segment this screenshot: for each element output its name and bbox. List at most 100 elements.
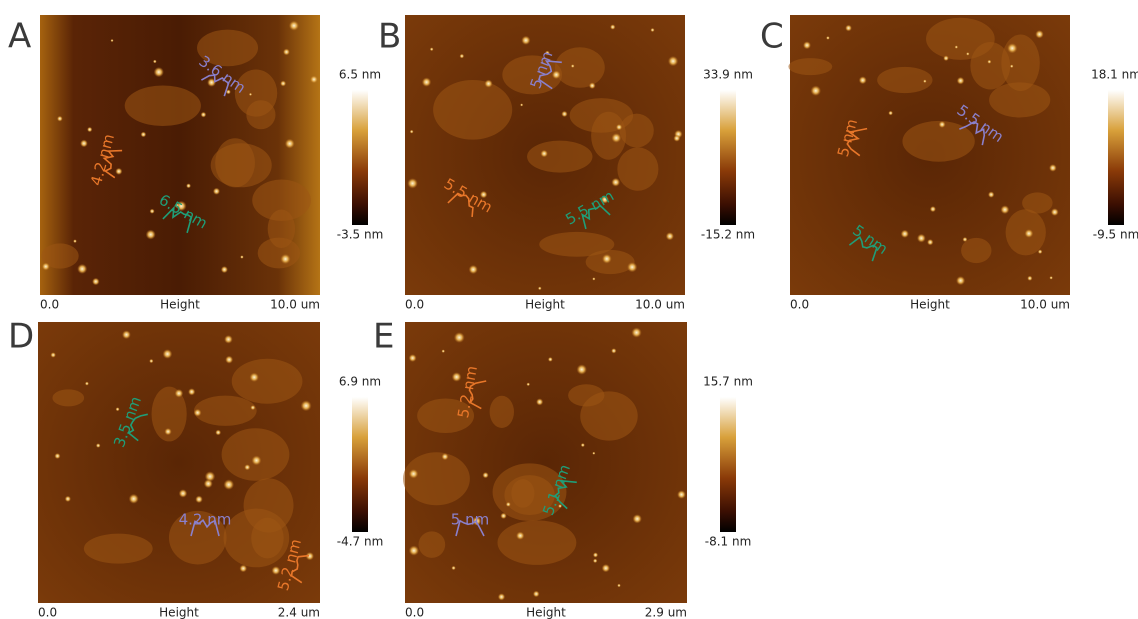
particle: [987, 60, 991, 64]
particle: [1000, 205, 1009, 214]
colorbar-max: 6.5 nm: [339, 68, 381, 82]
particle: [54, 453, 60, 459]
particle: [92, 278, 100, 286]
particle: [1010, 64, 1014, 68]
particle: [627, 262, 637, 272]
particle: [221, 266, 228, 273]
panel-label: E: [373, 317, 394, 357]
axis-title: Height: [910, 298, 950, 312]
axis-title: Height: [526, 606, 566, 619]
particle: [310, 75, 318, 83]
flake: [555, 47, 605, 88]
particle: [589, 82, 596, 89]
particle: [561, 111, 567, 117]
panel-label: D: [8, 317, 34, 357]
particle: [526, 383, 530, 387]
particle: [957, 77, 965, 85]
particle: [175, 389, 184, 398]
axis-start: 0.0: [405, 298, 424, 312]
axis-end: 10.0 um: [1020, 298, 1070, 312]
particle: [482, 472, 488, 478]
particle: [1007, 43, 1017, 53]
axis-title: Height: [525, 298, 565, 312]
particle: [129, 494, 139, 504]
flake: [617, 147, 658, 190]
colorbar: [720, 90, 736, 225]
particle: [469, 265, 478, 274]
particle: [520, 103, 523, 106]
flake: [490, 396, 514, 428]
flake: [222, 428, 290, 480]
particle: [540, 150, 548, 158]
particle: [153, 60, 157, 64]
particle: [80, 140, 88, 148]
particle: [811, 85, 822, 96]
particle: [666, 232, 674, 240]
particle: [592, 452, 595, 455]
colorbar: [352, 397, 368, 532]
flake: [84, 534, 153, 564]
particle: [223, 479, 234, 490]
panel: E15.7 nm-8.1 nm0.0Height2.9 um5.2 nm5.1 …: [373, 317, 753, 619]
particle: [186, 183, 191, 188]
axis-title: Height: [160, 298, 200, 312]
particle: [617, 584, 621, 588]
particle: [280, 254, 290, 264]
particle: [240, 255, 243, 258]
axis-start: 0.0: [40, 298, 59, 312]
particle: [552, 70, 561, 79]
flake: [511, 479, 534, 508]
flake: [125, 86, 201, 127]
particle: [1051, 208, 1059, 216]
particle: [673, 135, 680, 142]
particle: [410, 130, 414, 134]
flake: [970, 42, 1010, 89]
flake: [251, 518, 283, 559]
particle: [859, 76, 867, 84]
particle: [122, 330, 131, 339]
particle: [498, 593, 505, 600]
particle: [611, 348, 616, 353]
flake: [258, 238, 300, 269]
particle: [593, 552, 598, 557]
particle: [533, 591, 540, 598]
particle: [188, 388, 195, 395]
particle: [146, 230, 156, 240]
particle: [966, 52, 969, 55]
particle: [536, 398, 543, 405]
particle: [194, 409, 202, 417]
particle: [577, 364, 587, 374]
particle: [73, 239, 77, 243]
particle: [111, 39, 114, 42]
colorbar-max: 15.7 nm: [703, 375, 753, 389]
particle: [826, 36, 830, 40]
particle: [956, 276, 965, 285]
particle: [409, 545, 419, 555]
particle: [164, 428, 171, 435]
particle: [500, 513, 506, 519]
particle: [289, 21, 299, 31]
particle: [845, 25, 852, 32]
particle: [430, 47, 434, 51]
colorbar: [720, 397, 736, 532]
particle: [1024, 229, 1033, 238]
particle: [42, 262, 50, 270]
particle: [611, 133, 621, 143]
particle: [1038, 249, 1043, 254]
axis-title: Height: [159, 606, 199, 619]
panel-label: A: [8, 17, 31, 57]
particle: [409, 354, 417, 362]
particle: [301, 400, 312, 411]
axis-end: 2.9 um: [645, 606, 687, 619]
particle: [1027, 276, 1032, 281]
particle: [87, 127, 92, 132]
particle: [668, 56, 678, 66]
particle: [943, 55, 949, 61]
flake: [497, 520, 576, 565]
particle: [963, 237, 968, 242]
colorbar-max: 6.9 nm: [339, 375, 381, 389]
particle: [917, 234, 926, 243]
flake: [433, 80, 512, 140]
